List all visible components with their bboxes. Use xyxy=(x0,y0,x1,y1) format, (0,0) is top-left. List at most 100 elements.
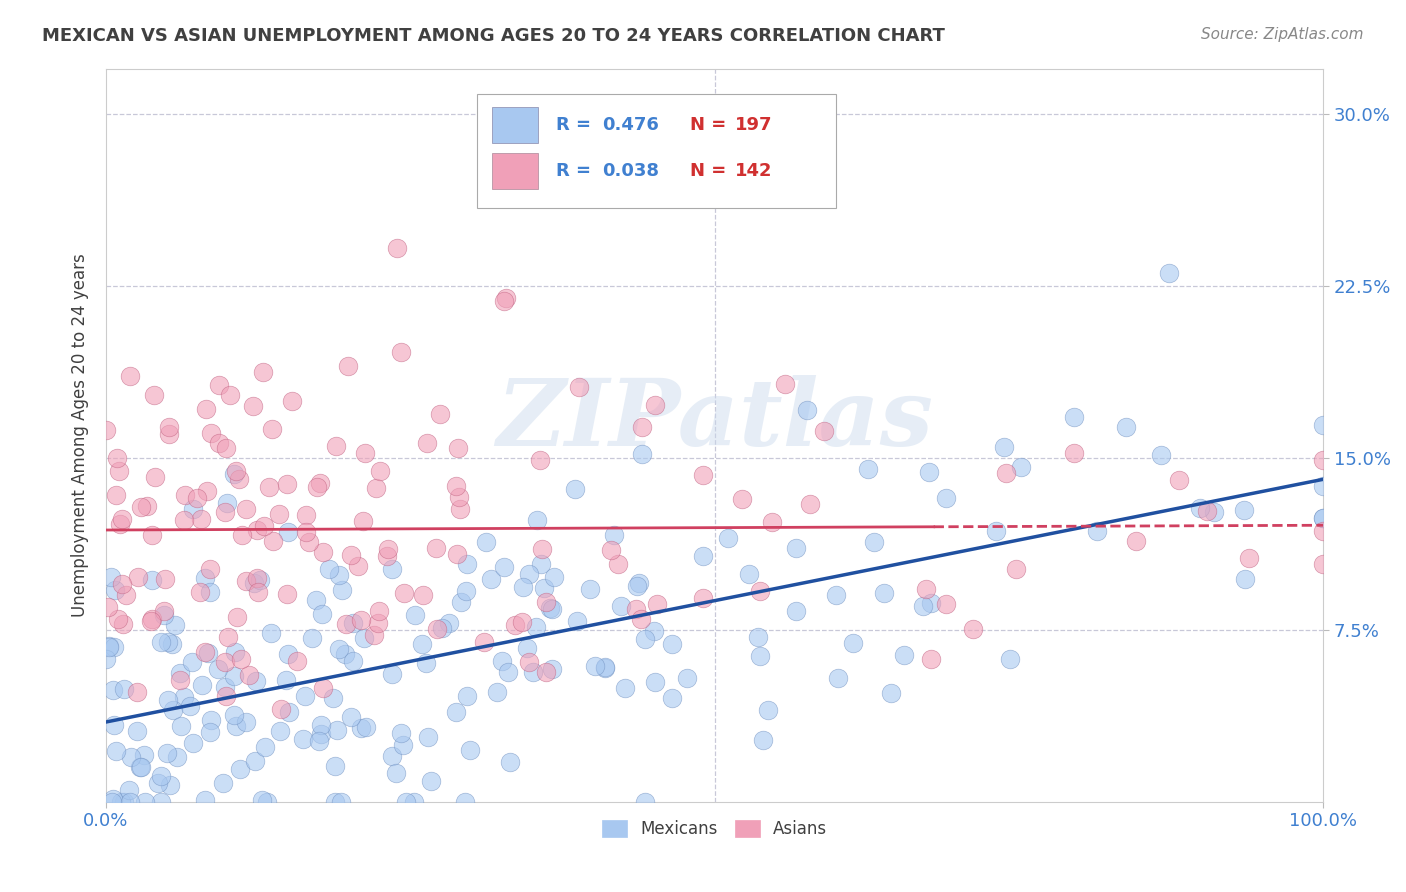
Text: R =: R = xyxy=(557,116,598,134)
Point xyxy=(568,380,591,394)
Point xyxy=(593,660,616,674)
Point xyxy=(301,631,323,645)
Point xyxy=(389,726,412,740)
Point xyxy=(165,617,187,632)
Point xyxy=(323,795,346,809)
Point xyxy=(311,607,333,622)
Point xyxy=(631,420,654,434)
Point xyxy=(94,652,117,666)
Point xyxy=(208,378,231,392)
Point xyxy=(541,602,564,616)
Point xyxy=(333,647,356,661)
Point xyxy=(336,359,359,374)
Point xyxy=(276,673,298,687)
Point xyxy=(731,491,754,506)
Point xyxy=(277,647,299,661)
Text: 0.476: 0.476 xyxy=(603,116,659,134)
Point xyxy=(134,795,156,809)
Point xyxy=(129,759,152,773)
Point xyxy=(392,738,415,752)
Point xyxy=(162,703,184,717)
Point xyxy=(1010,460,1032,475)
Point xyxy=(430,621,453,635)
Point xyxy=(305,479,328,493)
Point xyxy=(222,669,245,683)
Point xyxy=(262,534,284,549)
Point xyxy=(98,640,121,654)
Point xyxy=(149,769,172,783)
Point xyxy=(225,719,247,733)
Point xyxy=(277,705,299,719)
Point xyxy=(112,795,135,809)
Point xyxy=(340,710,363,724)
Point xyxy=(198,562,221,576)
Point xyxy=(661,691,683,706)
Point xyxy=(449,490,471,504)
Point xyxy=(231,528,253,542)
Point xyxy=(104,488,127,502)
Legend: Mexicans, Asians: Mexicans, Asians xyxy=(596,813,834,845)
Point xyxy=(1312,524,1334,539)
Point xyxy=(281,393,304,408)
Point xyxy=(295,525,318,540)
Point xyxy=(516,641,538,656)
Point xyxy=(340,548,363,562)
Point xyxy=(392,586,415,600)
Point xyxy=(226,609,249,624)
Point xyxy=(747,630,769,644)
Point xyxy=(644,674,666,689)
Point xyxy=(446,479,468,493)
Point xyxy=(260,626,283,640)
Point xyxy=(174,488,197,502)
Point xyxy=(530,542,553,557)
Point xyxy=(169,666,191,681)
Point xyxy=(97,599,120,614)
Text: R =: R = xyxy=(557,162,598,180)
Point xyxy=(277,525,299,540)
Point xyxy=(920,651,942,665)
Point xyxy=(103,718,125,732)
Point xyxy=(873,586,896,600)
Point xyxy=(157,693,180,707)
Point xyxy=(751,733,773,747)
Point xyxy=(253,519,276,533)
Point xyxy=(1167,473,1189,487)
Point xyxy=(224,707,246,722)
Point xyxy=(108,464,131,478)
Point xyxy=(195,483,218,498)
Point xyxy=(318,562,340,576)
Point xyxy=(218,388,240,402)
Point xyxy=(1204,505,1226,519)
Point xyxy=(104,583,127,598)
Point xyxy=(110,516,132,531)
Point xyxy=(114,588,136,602)
Point xyxy=(328,567,350,582)
Point xyxy=(796,403,818,417)
Point xyxy=(856,462,879,476)
Point xyxy=(994,467,1017,481)
Point xyxy=(215,689,238,703)
Point xyxy=(214,505,236,519)
Point xyxy=(404,795,426,809)
Point xyxy=(543,570,565,584)
Point xyxy=(134,747,156,762)
Point xyxy=(522,665,544,679)
Point xyxy=(368,604,391,618)
Point xyxy=(235,574,257,589)
Point xyxy=(257,480,280,494)
Point xyxy=(607,557,630,571)
Point xyxy=(375,549,398,564)
Point xyxy=(127,570,149,584)
Point xyxy=(411,636,433,650)
Point xyxy=(775,376,797,391)
Point xyxy=(269,723,291,738)
Point xyxy=(195,402,218,417)
Point xyxy=(404,607,426,622)
Point xyxy=(231,652,253,666)
Point xyxy=(645,597,668,611)
Point xyxy=(242,575,264,590)
Point xyxy=(269,507,291,521)
Point xyxy=(110,576,132,591)
Point xyxy=(103,640,125,654)
Point xyxy=(564,482,586,496)
